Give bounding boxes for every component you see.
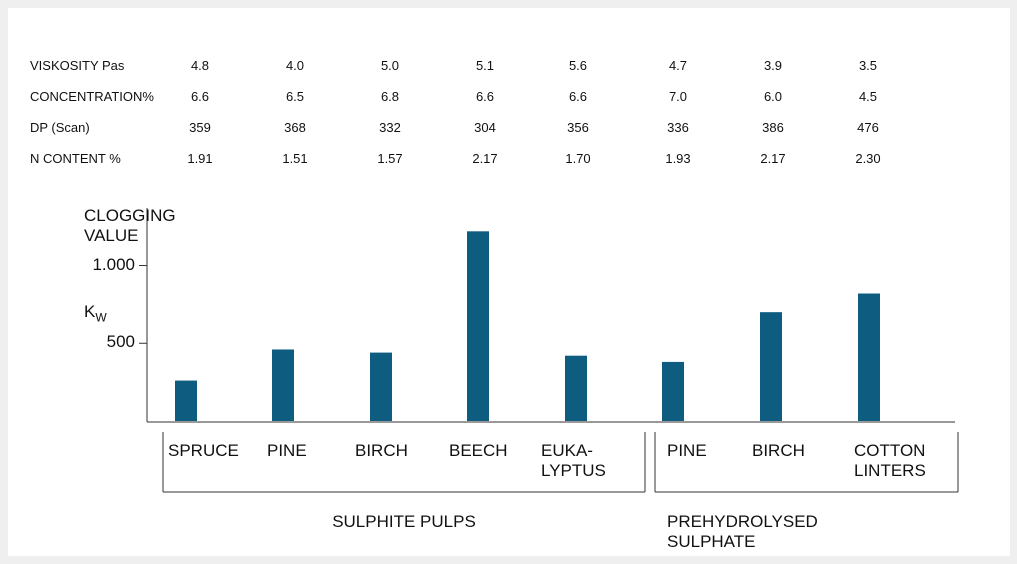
x-tick-label: PINE [667, 441, 707, 460]
row-label: VISKOSITY Pas [30, 58, 125, 73]
x-tick-label: SPRUCE [168, 441, 239, 460]
cell: 4.5 [858, 89, 878, 104]
cell: 5.0 [380, 58, 400, 73]
cell: 6.6 [568, 89, 588, 104]
cell: 332 [379, 120, 401, 135]
cell: 1.57 [377, 151, 403, 166]
bar [760, 312, 782, 421]
bar [565, 355, 587, 421]
cell: 7.0 [668, 89, 688, 104]
cell: 3.9 [763, 58, 783, 73]
cell: 1.70 [565, 151, 591, 166]
x-tick-label: BEECH [449, 441, 508, 460]
cell: 304 [474, 120, 496, 135]
bar [175, 380, 197, 421]
cell: 6.8 [380, 89, 400, 104]
cell: 2.30 [855, 151, 881, 166]
cell: 5.1 [475, 58, 495, 73]
group-label: SULPHITE PULPS [332, 512, 476, 531]
y-tick-label: 500 [106, 332, 135, 352]
cell: 1.93 [665, 151, 691, 166]
x-tick-label: COTTON LINTERS [854, 441, 926, 481]
cell: 359 [189, 120, 211, 135]
bar [370, 352, 392, 421]
cell: 3.5 [858, 58, 878, 73]
x-tick-label: BIRCH [752, 441, 805, 460]
x-tick-label: BIRCH [355, 441, 408, 460]
cell: 336 [667, 120, 689, 135]
cell: 2.17 [472, 151, 498, 166]
cell: 6.0 [763, 89, 783, 104]
cell: 5.6 [568, 58, 588, 73]
panel [8, 8, 1010, 556]
row-label: DP (Scan) [30, 120, 90, 135]
cell: 4.8 [190, 58, 210, 73]
cell: 6.5 [285, 89, 305, 104]
row-label: N CONTENT % [30, 151, 121, 166]
cell: 1.91 [187, 151, 213, 166]
bar [272, 349, 294, 421]
cell: 1.51 [282, 151, 308, 166]
y-unit-sub: W [95, 310, 107, 325]
cell: 4.0 [285, 58, 305, 73]
cell: 356 [567, 120, 589, 135]
bar [662, 361, 684, 421]
x-tick-label: EUKA- LYPTUS [541, 441, 606, 481]
bar [858, 293, 880, 421]
row-label: CONCENTRATION% [30, 89, 154, 104]
group-label: PREHYDROLYSED SULPHATE [667, 512, 818, 552]
bar [467, 231, 489, 421]
cell: 386 [762, 120, 784, 135]
y-unit: KW [84, 302, 107, 325]
x-tick-label: PINE [267, 441, 307, 460]
cell: 368 [284, 120, 306, 135]
cell: 6.6 [190, 89, 210, 104]
y-tick-label: 1.000 [92, 254, 135, 274]
cell: 2.17 [760, 151, 786, 166]
cell: 476 [857, 120, 879, 135]
y-axis-label: CLOGGING VALUE [84, 206, 176, 246]
cell: 4.7 [668, 58, 688, 73]
cell: 6.6 [475, 89, 495, 104]
